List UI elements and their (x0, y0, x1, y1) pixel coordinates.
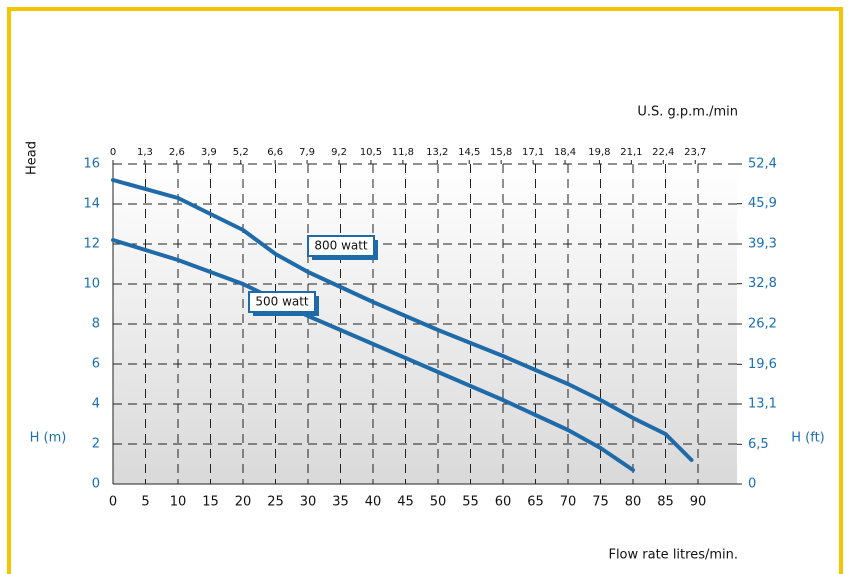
x-tick-label: 25 (267, 495, 284, 510)
y2-tick-label: 19,6 (748, 357, 777, 372)
x2-tick-label: 21,1 (620, 147, 642, 158)
y-tick-label: 14 (83, 197, 100, 212)
x-axis-title: Flow rate litres/min. (608, 548, 738, 563)
x-tick-label: 10 (170, 495, 187, 510)
x-tick-label: 45 (397, 495, 414, 510)
x2-tick-label: 15,8 (490, 147, 512, 158)
x2-tick-label: 9,2 (331, 147, 347, 158)
label-box (307, 235, 375, 257)
x2-tick-label: 7,9 (299, 147, 315, 158)
x-tick-label: 85 (657, 495, 674, 510)
x-tick-label: 80 (625, 495, 642, 510)
x2-tick-label: 22,4 (652, 147, 674, 158)
x2-tick-label: 23,7 (684, 147, 706, 158)
y-tick-label: 4 (92, 397, 100, 412)
x2-tick-label: 1,3 (137, 147, 153, 158)
y2-tick-label: 45,9 (748, 196, 777, 211)
x-tick-label: 55 (462, 495, 479, 510)
y2-tick-label: 0 (748, 477, 756, 492)
x-tick-label: 60 (495, 495, 512, 510)
x-tick-label: 35 (332, 495, 349, 510)
y2-tick-label: 26,2 (748, 317, 777, 332)
y2-tick-label: 39,3 (748, 237, 777, 252)
series-label: 800 watt (307, 235, 378, 260)
y-tick-label: 2 (92, 437, 100, 452)
x-tick-label: 20 (235, 495, 252, 510)
label-box (248, 291, 316, 313)
x-tick-label: 40 (365, 495, 382, 510)
x-tick-label: 15 (202, 495, 219, 510)
x2-tick-label: 2,6 (169, 147, 185, 158)
series-line (111, 238, 635, 472)
y2-unit: H (ft) (791, 431, 825, 446)
x2-tick-label: 6,6 (267, 147, 283, 158)
x-tick-label: 0 (109, 495, 117, 510)
x-tick-label: 70 (560, 495, 577, 510)
x2-tick-label: 11,8 (392, 147, 414, 158)
x2-tick-label: 18,4 (554, 147, 576, 158)
x2-tick-label: 13,2 (426, 147, 448, 158)
x-tick-label: 75 (592, 495, 609, 510)
x2-axis-title: U.S. g.p.m./min (637, 105, 738, 120)
y2-tick-label: 6,5 (748, 437, 769, 452)
x-tick-label: 30 (300, 495, 317, 510)
y-tick-label: 12 (83, 237, 100, 252)
x2-tick-label: 19,8 (588, 147, 610, 158)
x2-tick-label: 10,5 (360, 147, 382, 158)
series-line (111, 178, 694, 462)
x2-tick-label: 17,1 (522, 147, 544, 158)
x2-tick-label: 5,2 (233, 147, 249, 158)
y-tick-label: 6 (92, 357, 100, 372)
y-tick-label: 0 (92, 477, 100, 492)
frame (7, 7, 843, 574)
y2-tick-label: 32,8 (748, 276, 777, 291)
y2-tick-label: 13,1 (748, 397, 777, 412)
x-tick-label: 50 (430, 495, 447, 510)
x-tick-label: 90 (690, 495, 707, 510)
y-axis-title: Head (25, 141, 40, 175)
x-tick-label: 5 (141, 495, 149, 510)
y-unit: H (m) (30, 431, 67, 446)
x2-tick-label: 3,9 (201, 147, 217, 158)
y2-tick-label: 52,4 (748, 157, 777, 172)
x2-tick-label: 14,5 (458, 147, 480, 158)
y-tick-label: 10 (83, 277, 100, 292)
y-tick-label: 8 (92, 317, 100, 332)
y-tick-label: 16 (83, 157, 100, 172)
x-tick-label: 65 (527, 495, 544, 510)
x2-tick-label: 0 (110, 147, 116, 158)
series-label: 500 watt (248, 291, 319, 316)
label-text: 500 watt (255, 295, 309, 309)
label-text: 800 watt (314, 239, 368, 253)
